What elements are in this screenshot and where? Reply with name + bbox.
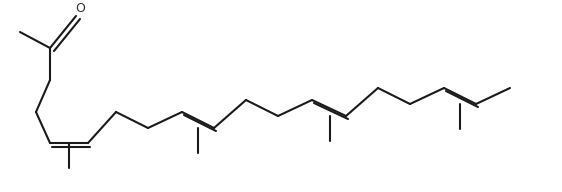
Text: O: O [75,2,85,15]
